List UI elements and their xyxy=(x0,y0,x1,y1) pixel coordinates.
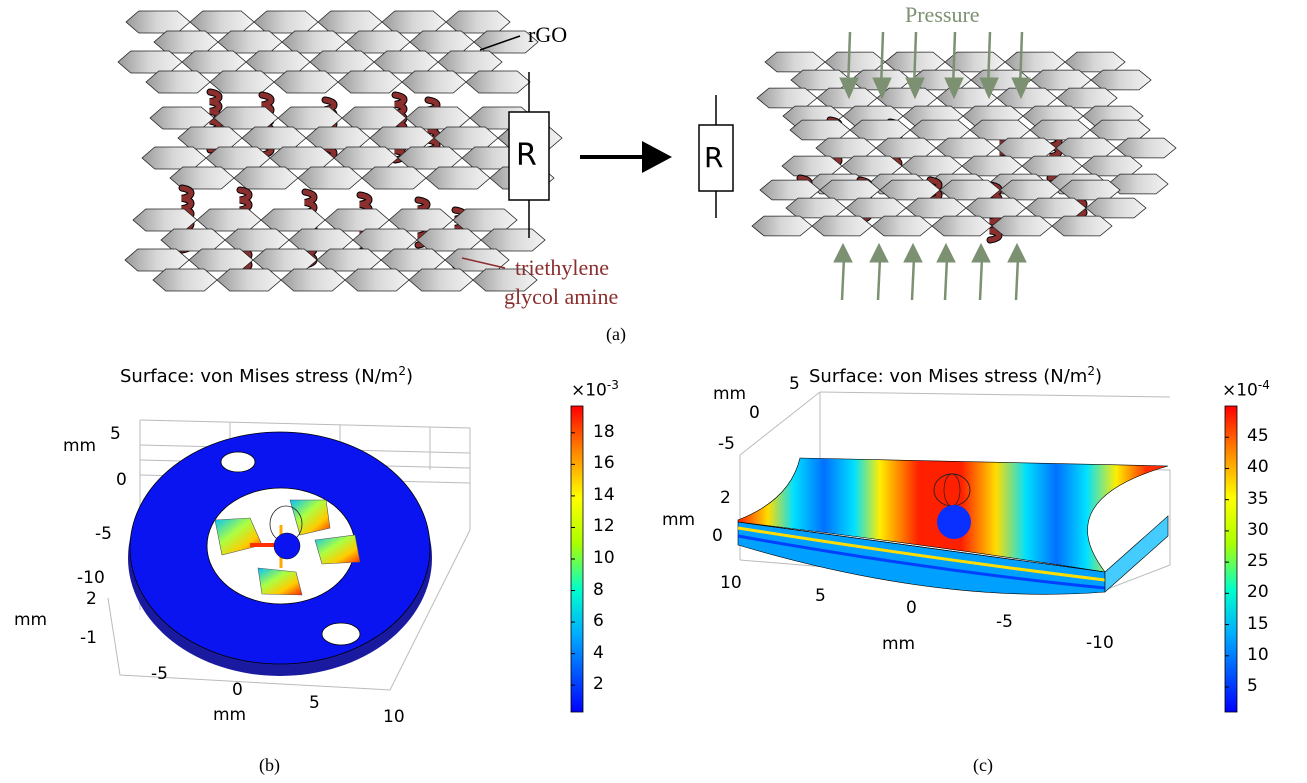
caption-a: (a) xyxy=(606,324,626,344)
b-x-unit: mm xyxy=(213,705,247,725)
b-ytick-1: 0 xyxy=(116,470,127,490)
c-x-unit: mm xyxy=(882,634,916,654)
mount-hole-bottom xyxy=(321,622,361,646)
chain-label-line2: glycol amine xyxy=(504,284,619,309)
panel-b-title: Surface: von Mises stress (N/m2) xyxy=(120,364,413,387)
colorbar-tick-label: 20 xyxy=(1247,582,1269,603)
b-xtick-2: 5 xyxy=(309,693,320,713)
c-colorbar-exponent: ×10-4 xyxy=(1222,378,1270,401)
c-ztick-1: 0 xyxy=(712,526,723,546)
c-xtick-0: 10 xyxy=(720,573,742,593)
panel-a-graphic xyxy=(117,10,1177,301)
resistor-before xyxy=(508,72,550,238)
rgo-label: rGO xyxy=(528,22,568,47)
colorbar-tick-label: 5 xyxy=(1247,676,1258,697)
pressure-arrows xyxy=(833,31,1031,301)
center-sphere xyxy=(273,532,301,560)
c-y-unit: mm xyxy=(713,384,747,404)
colorbar-tick-label: 40 xyxy=(1247,457,1269,478)
colorbar-c xyxy=(1224,405,1238,713)
rgo-stack-compressed xyxy=(751,51,1177,244)
c-ytick-2: -5 xyxy=(718,434,735,454)
c-xtick-4: -10 xyxy=(1086,633,1114,653)
resistor-after xyxy=(698,95,734,218)
mount-hole-top xyxy=(220,451,256,473)
colorbar-tick-label: 12 xyxy=(593,516,615,537)
colorbar-tick-label: 25 xyxy=(1247,551,1269,572)
b-z-unit: mm xyxy=(14,610,48,630)
rgo-sheet xyxy=(117,10,539,94)
resistor-label-after: R xyxy=(704,141,724,174)
center-sphere-c xyxy=(937,505,971,539)
colorbar-tick-label: 30 xyxy=(1247,519,1269,540)
colorbar-tick-label: 10 xyxy=(1247,644,1269,665)
c-z-unit: mm xyxy=(662,510,696,530)
c-xtick-2: 0 xyxy=(906,598,917,618)
b-ytick-0: 5 xyxy=(110,424,121,444)
caption-b: (b) xyxy=(259,755,280,775)
panel-a: rGO R R Pressure triethylene glycol amin… xyxy=(0,0,1307,350)
chain-pointer-line xyxy=(461,257,506,269)
panel-b: Surface: von Mises stress (N/m2) xyxy=(0,350,650,783)
b-xtick-0: -5 xyxy=(151,664,168,684)
b-ztick-1: -1 xyxy=(80,628,97,648)
colorbar-tick-label: 10 xyxy=(593,548,615,568)
b-ytick-3: -10 xyxy=(77,568,105,588)
c-xtick-1: 5 xyxy=(815,586,826,606)
c-ztick-0: 2 xyxy=(720,488,731,508)
b-ytick-2: -5 xyxy=(95,524,112,544)
slab-model xyxy=(737,457,1169,595)
colorbar-tick-label: 35 xyxy=(1247,488,1269,509)
b-ztick-0: 2 xyxy=(86,589,97,609)
colorbar-tick-label: 8 xyxy=(593,579,604,600)
b-xtick-1: 0 xyxy=(232,680,243,700)
disk-model xyxy=(128,431,432,676)
resistor-label-before: R xyxy=(516,138,537,173)
rgo-stack-relaxed xyxy=(117,10,563,292)
colorbar-tick-label: 18 xyxy=(593,421,615,442)
rgo-sheet xyxy=(751,179,1147,237)
caption-c: (c) xyxy=(973,755,993,775)
rgo-sheet xyxy=(124,208,546,292)
rgo-sheet xyxy=(141,106,563,190)
panel-c-plot xyxy=(737,391,1238,713)
transition-arrow xyxy=(580,141,672,173)
panel-c-title: Surface: von Mises stress (N/m2) xyxy=(809,364,1102,387)
colorbar-tick-label: 15 xyxy=(1247,613,1269,634)
colorbar-tick-label: 4 xyxy=(593,642,604,663)
chain-label-line1: triethylene xyxy=(515,255,610,280)
b-xtick-3: 10 xyxy=(383,707,405,727)
c-ytick-1: 0 xyxy=(749,403,760,423)
colorbar-tick-label: 14 xyxy=(593,484,615,505)
b-y-unit: mm xyxy=(63,436,97,456)
colorbar-tick-label: 6 xyxy=(593,611,604,632)
pressure-label: Pressure xyxy=(905,2,980,27)
panel-b-plot xyxy=(107,405,584,713)
colorbar-tick-label: 16 xyxy=(593,453,615,474)
panel-c: Surface: von Mises stress (N/m2) mm 5 0 … xyxy=(650,350,1307,783)
colorbar-tick-label: 45 xyxy=(1247,426,1269,447)
b-colorbar-exponent: ×10-3 xyxy=(571,378,619,401)
c-ytick-0: 5 xyxy=(789,374,800,394)
c-xtick-3: -5 xyxy=(996,612,1013,632)
colorbar-tick-label: 2 xyxy=(593,674,604,695)
rgo-pointer-line xyxy=(479,35,521,51)
